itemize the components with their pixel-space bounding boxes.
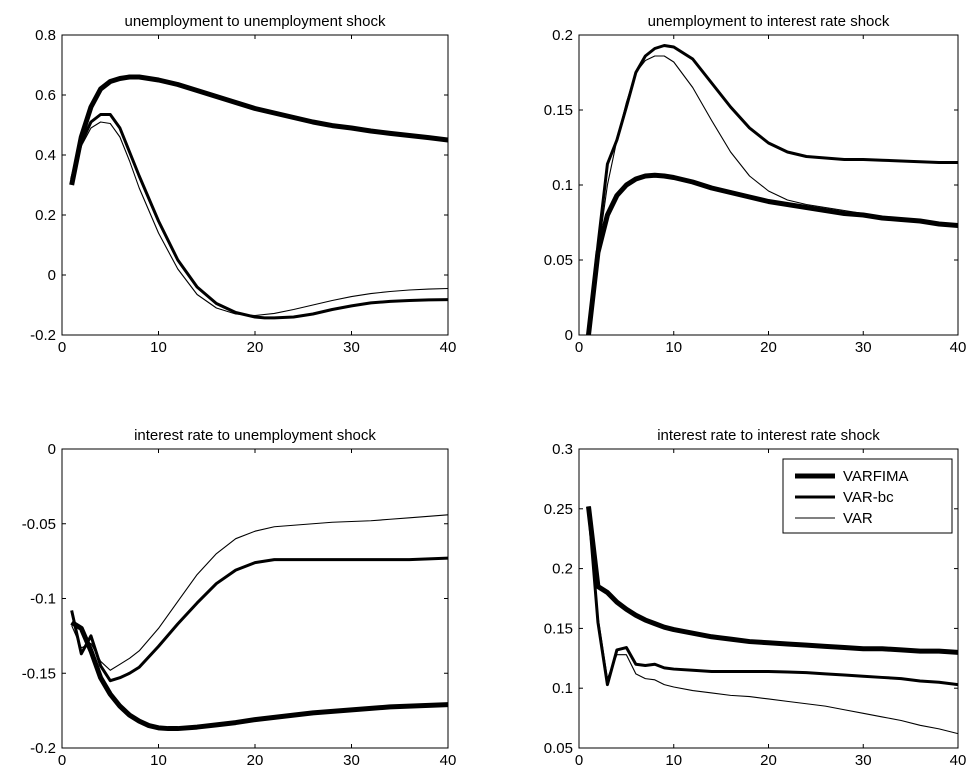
legend: VARFIMA VAR-bc VAR: [782, 458, 953, 534]
x-tick-label: 40: [440, 339, 457, 356]
x-tick-label: 20: [760, 752, 777, 769]
x-tick-label: 40: [950, 752, 967, 769]
series-line-1: [585, 506, 958, 655]
series-line-2: [70, 556, 448, 683]
y-tick-label: 0.25: [544, 501, 573, 518]
chart-title: unemployment to unemployment shock: [125, 13, 386, 30]
legend-label: VARFIMA: [843, 468, 909, 485]
x-tick-label: 30: [855, 339, 872, 356]
plot-frame: [61, 34, 449, 336]
x-tick-label: 40: [440, 752, 457, 769]
y-tick-label: -0.1: [30, 591, 56, 608]
panel-unemployment-to-unemployment: unemployment to unemployment shock 0 10 20 3…: [30, 13, 456, 356]
x-tick-label: 30: [343, 752, 360, 769]
plot-frame: [61, 448, 449, 749]
panel-interest-rate-to-interest-rate: interest rate to interest rate shock 0 10 2…: [544, 427, 967, 769]
y-tick-label: 0.2: [552, 27, 573, 44]
y-tick-label: 0.1: [552, 680, 573, 697]
x-tick-label: 0: [575, 752, 583, 769]
y-tick-label: 0.1: [552, 177, 573, 194]
y-tick-label: 0.6: [35, 87, 56, 104]
y-tick-label: -0.15: [22, 665, 56, 682]
chart-title: unemployment to interest rate shock: [648, 13, 890, 30]
y-tick-label: 0.2: [552, 561, 573, 578]
y-tick-label: 0.8: [35, 27, 56, 44]
x-tick-label: 10: [150, 752, 167, 769]
series-line-3: [587, 508, 958, 735]
series-line-2: [586, 506, 958, 687]
y-tick-label: 0.05: [544, 252, 573, 269]
y-tick-label: 0.05: [544, 740, 573, 757]
x-tick-label: 10: [665, 339, 682, 356]
series-line-1: [69, 74, 448, 186]
series-line-2: [586, 44, 958, 335]
y-tick-label: -0.05: [22, 516, 56, 533]
series-line-1: [70, 620, 448, 732]
chart-title: interest rate to interest rate shock: [657, 427, 880, 444]
x-tick-label: 20: [247, 339, 264, 356]
legend-label: VAR: [843, 510, 873, 527]
x-tick-label: 40: [950, 339, 967, 356]
series-line-1: [585, 172, 958, 335]
panel-interest-rate-to-unemployment: interest rate to unemployment shock 0 10 20…: [22, 427, 457, 769]
x-tick-label: 0: [575, 339, 583, 356]
x-tick-label: 20: [247, 752, 264, 769]
y-tick-label: 0.15: [544, 620, 573, 637]
y-tick-label: -0.2: [30, 740, 56, 757]
x-tick-label: 20: [760, 339, 777, 356]
y-tick-label: 0: [48, 441, 56, 458]
series-line-3: [71, 121, 448, 317]
plot-frame: [578, 34, 959, 336]
x-tick-label: 0: [58, 339, 66, 356]
x-tick-label: 10: [665, 752, 682, 769]
legend-label: VAR-bc: [843, 489, 894, 506]
x-tick-label: 10: [150, 339, 167, 356]
chart-title: interest rate to unemployment shock: [134, 427, 376, 444]
y-tick-label: 0.4: [35, 147, 56, 164]
series-line-3: [71, 514, 448, 671]
y-tick-label: 0.15: [544, 102, 573, 119]
y-tick-label: 0: [565, 327, 573, 344]
y-tick-label: 0.3: [552, 441, 573, 458]
y-tick-label: 0: [48, 267, 56, 284]
series-line-2: [70, 113, 448, 320]
x-tick-label: 30: [855, 752, 872, 769]
x-tick-label: 30: [343, 339, 360, 356]
y-tick-label: -0.2: [30, 327, 56, 344]
y-tick-label: 0.2: [35, 207, 56, 224]
panel-unemployment-to-interest-rate: unemployment to interest rate shock 0 10 20…: [544, 13, 967, 356]
series-line-3: [587, 55, 958, 335]
x-tick-label: 0: [58, 752, 66, 769]
